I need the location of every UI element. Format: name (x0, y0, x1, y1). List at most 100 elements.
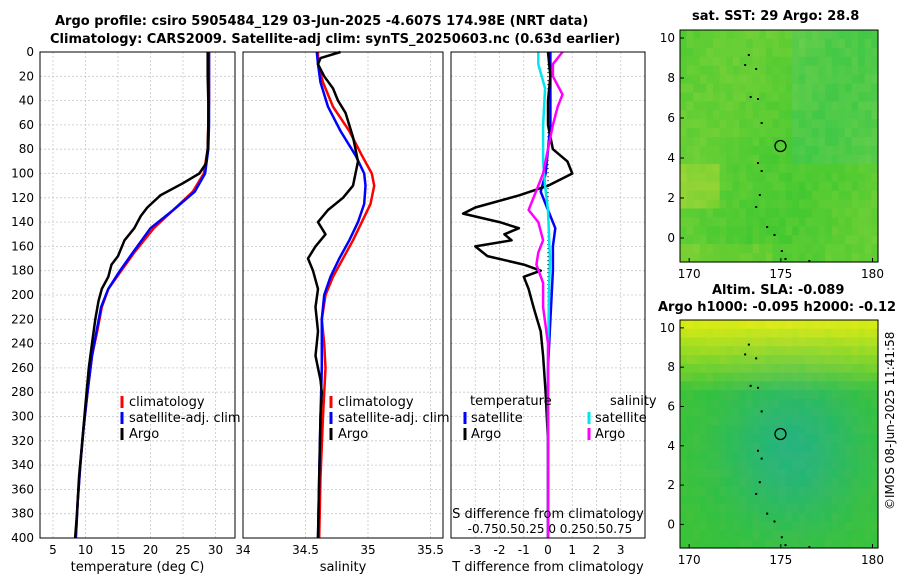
map-cell (792, 137, 800, 147)
map-cell (812, 372, 820, 382)
map-cell (752, 65, 760, 76)
map-cell (680, 217, 688, 227)
map-cell (858, 469, 866, 479)
map-cell (845, 172, 853, 183)
map-cell (864, 101, 872, 111)
map-cell (838, 512, 846, 523)
map-cell (805, 372, 813, 382)
map-cell (693, 355, 701, 365)
map-cell (805, 355, 813, 365)
x-tick-label: 20 (143, 543, 158, 557)
map-cell (726, 407, 734, 418)
map-cell (706, 337, 714, 347)
map-cell (713, 337, 721, 347)
map-cell (732, 346, 740, 356)
map-cell (792, 442, 800, 453)
y-tick-label: 380 (11, 507, 34, 521)
map-cell (699, 38, 707, 49)
map-cell (779, 495, 787, 505)
map-cell (726, 65, 734, 76)
map-cell (805, 416, 813, 426)
x-tick-label: 0 (544, 543, 552, 557)
map-cell (805, 320, 813, 330)
map-cell (845, 390, 853, 400)
map-cell (719, 74, 727, 85)
map-cell (765, 372, 773, 382)
map-cell (858, 253, 866, 263)
y-tick-label: 400 (11, 531, 34, 545)
map-cell (719, 320, 727, 330)
map-cell (845, 119, 853, 129)
map-cell (798, 74, 806, 85)
map-cell (693, 530, 701, 540)
map-cell (713, 442, 721, 453)
map-cell (831, 199, 839, 210)
map-cell (706, 434, 714, 444)
map-cell (858, 226, 866, 236)
map-cell (858, 346, 866, 356)
map-cell (871, 65, 879, 76)
map-cell (732, 226, 740, 236)
map-cell (845, 355, 853, 365)
map-cell (831, 154, 839, 165)
map-cell (706, 539, 714, 549)
map-cell (686, 355, 694, 365)
map-cell (785, 451, 793, 461)
map-cell (779, 460, 787, 470)
map-cell (746, 442, 754, 453)
map-cell (726, 56, 734, 67)
island-mark (757, 386, 759, 389)
map-cell (713, 119, 721, 129)
map-cell (752, 128, 760, 138)
map-cell (818, 530, 826, 540)
map-cell (693, 244, 701, 254)
map-cell (838, 119, 846, 129)
map-cell (818, 320, 826, 330)
map-cell (752, 460, 760, 470)
map-cell (785, 217, 793, 227)
map-cell (765, 346, 773, 356)
map-cell (779, 363, 787, 374)
map-cell (871, 56, 879, 67)
map-cell (706, 163, 714, 174)
map-cell (765, 521, 773, 532)
map-cell (732, 56, 740, 67)
map-cell (805, 451, 813, 461)
map-cell (805, 381, 813, 391)
map-cell (693, 217, 701, 227)
map-cell (759, 154, 767, 165)
map-cell (759, 83, 767, 94)
map-cell (752, 346, 760, 356)
map-cell (759, 47, 767, 58)
map-cell (739, 512, 747, 523)
map-cell (845, 486, 853, 496)
map-cell (693, 337, 701, 347)
map-cell (858, 495, 866, 505)
map-cell (818, 92, 826, 102)
map-cell (779, 119, 787, 129)
map-cell (812, 38, 820, 49)
map-cell (686, 381, 694, 391)
map-cell (759, 119, 767, 129)
top-axis-label: S difference from climatology (452, 507, 644, 522)
map-cell (858, 477, 866, 488)
map-cell (818, 244, 826, 254)
map-cell (739, 181, 747, 192)
map-cell (845, 30, 853, 40)
map-cell (792, 163, 800, 174)
map-cell (699, 56, 707, 67)
x-tick-label: 10 (78, 543, 93, 557)
map-cell (759, 486, 767, 496)
map-cell (719, 539, 727, 549)
map-cell (746, 328, 754, 339)
map-cell (680, 521, 688, 532)
y-tick-label: 6 (667, 111, 675, 125)
map-cell (726, 442, 734, 453)
map-cell (759, 363, 767, 374)
map-cell (831, 146, 839, 156)
map-cell (831, 460, 839, 470)
x-tick-label: -1 (518, 543, 530, 557)
map-cell (805, 346, 813, 356)
map-cell (719, 181, 727, 192)
map-cell (812, 416, 820, 426)
